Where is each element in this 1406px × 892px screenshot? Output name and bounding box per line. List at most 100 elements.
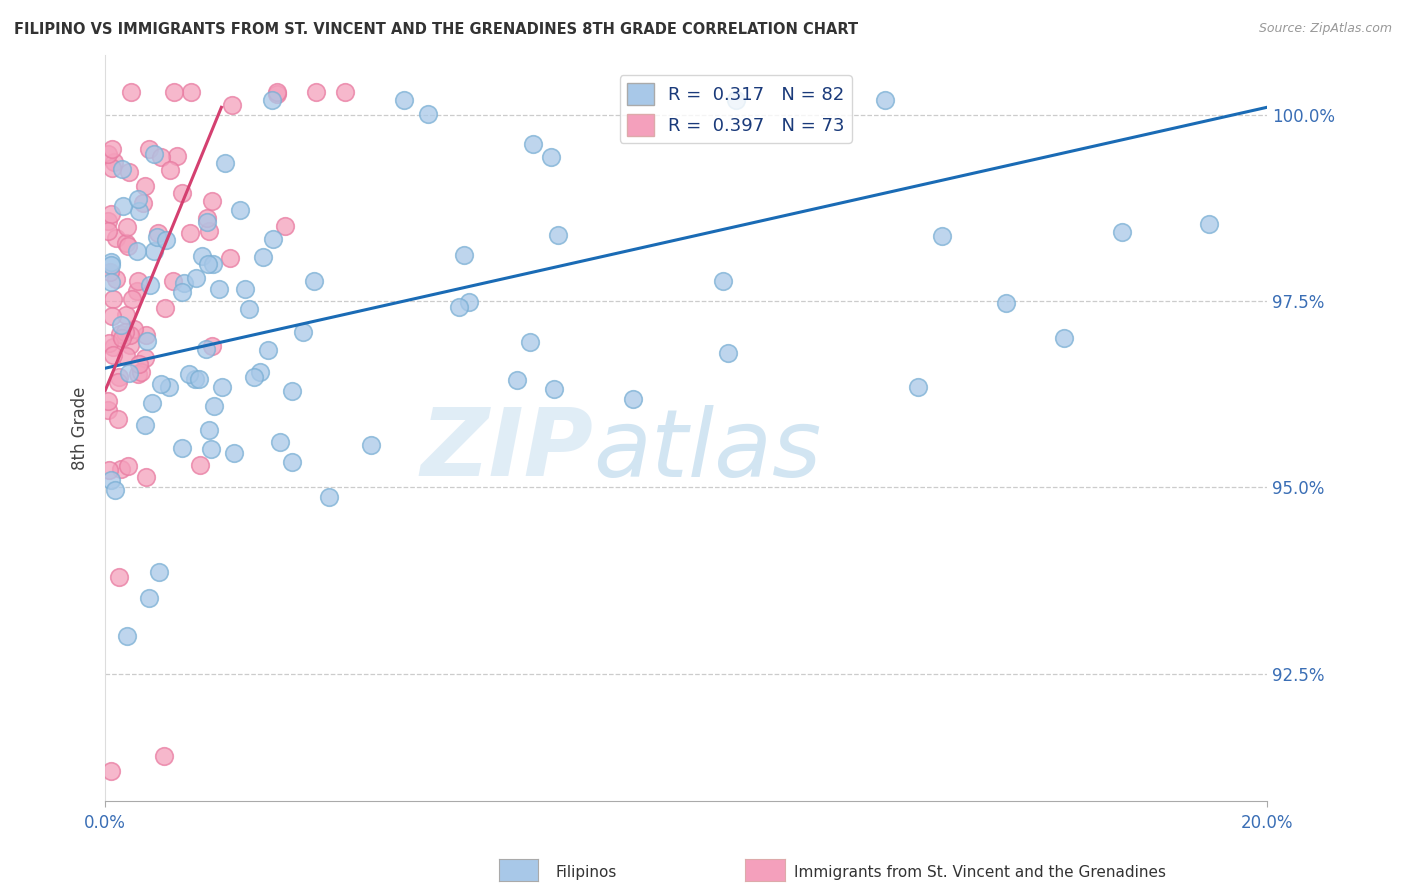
Point [724, 93, 747, 107]
Point [101, 161, 124, 175]
Y-axis label: 8th Grade: 8th Grade [72, 386, 89, 469]
Point [101, 348, 124, 362]
Text: atlas: atlas [593, 405, 821, 496]
Point [266, 86, 288, 100]
Point [274, 219, 297, 233]
Point [202, 257, 225, 271]
Point [195, 214, 218, 228]
Point [121, 292, 143, 306]
Point [139, 277, 162, 292]
Point [200, 442, 222, 457]
Legend: R =  0.317   N = 82, R =  0.397   N = 73: R = 0.317 N = 82, R = 0.397 N = 73 [620, 75, 852, 143]
Point [108, 569, 131, 583]
Point [162, 274, 184, 288]
Point [97, 403, 120, 417]
Point [543, 383, 565, 397]
Point [170, 186, 193, 201]
Point [118, 165, 141, 179]
Point [118, 338, 141, 352]
Point [134, 351, 156, 365]
Point [97, 224, 120, 238]
Point [252, 250, 274, 264]
Point [100, 255, 122, 269]
Point [506, 373, 529, 387]
Point [128, 204, 150, 219]
Point [184, 372, 207, 386]
Point [262, 93, 284, 107]
Point [105, 231, 128, 245]
Point [214, 156, 236, 170]
Point [111, 162, 134, 177]
Point [127, 367, 149, 381]
Point [197, 423, 219, 437]
Point [146, 229, 169, 244]
Point [197, 257, 219, 271]
Point [100, 473, 122, 487]
Point [249, 365, 271, 379]
Point [269, 435, 291, 450]
Point [1111, 225, 1133, 239]
Point [128, 357, 150, 371]
Point [159, 163, 181, 178]
Point [1052, 331, 1074, 345]
Point [110, 318, 132, 332]
Point [163, 86, 186, 100]
Point [111, 331, 134, 345]
Point [117, 239, 139, 253]
Point [104, 483, 127, 497]
Point [229, 202, 252, 217]
Point [135, 327, 157, 342]
Point [118, 366, 141, 380]
Point [318, 490, 340, 504]
Point [360, 438, 382, 452]
Point [281, 384, 304, 398]
Point [150, 150, 173, 164]
Point [257, 343, 280, 357]
Point [125, 284, 148, 298]
Point [1198, 217, 1220, 231]
Point [122, 322, 145, 336]
Point [208, 282, 231, 296]
Point [97, 147, 120, 161]
Point [873, 93, 896, 107]
Point [127, 274, 149, 288]
Point [453, 248, 475, 262]
Point [149, 376, 172, 391]
Point [146, 227, 169, 241]
Point [97, 463, 120, 477]
Point [302, 274, 325, 288]
Point [134, 418, 156, 433]
Point [138, 142, 160, 156]
Point [717, 345, 740, 359]
Point [127, 192, 149, 206]
Point [222, 446, 245, 460]
Point [166, 149, 188, 163]
Point [103, 155, 125, 169]
Point [219, 252, 242, 266]
Point [101, 340, 124, 354]
Point [107, 375, 129, 389]
Point [184, 271, 207, 285]
Point [242, 369, 264, 384]
Point [101, 292, 124, 306]
Point [110, 462, 132, 476]
Point [191, 249, 214, 263]
Point [120, 86, 142, 100]
Point [449, 300, 471, 314]
Point [108, 370, 131, 384]
Point [114, 325, 136, 339]
Point [108, 326, 131, 341]
Point [115, 349, 138, 363]
Point [107, 412, 129, 426]
Point [134, 179, 156, 194]
Point [157, 380, 180, 394]
Point [172, 441, 194, 455]
Point [100, 275, 122, 289]
Point [195, 211, 218, 226]
Point [540, 150, 562, 164]
Point [201, 339, 224, 353]
Point [115, 219, 138, 234]
Point [522, 136, 544, 151]
Point [115, 308, 138, 322]
Point [221, 97, 243, 112]
